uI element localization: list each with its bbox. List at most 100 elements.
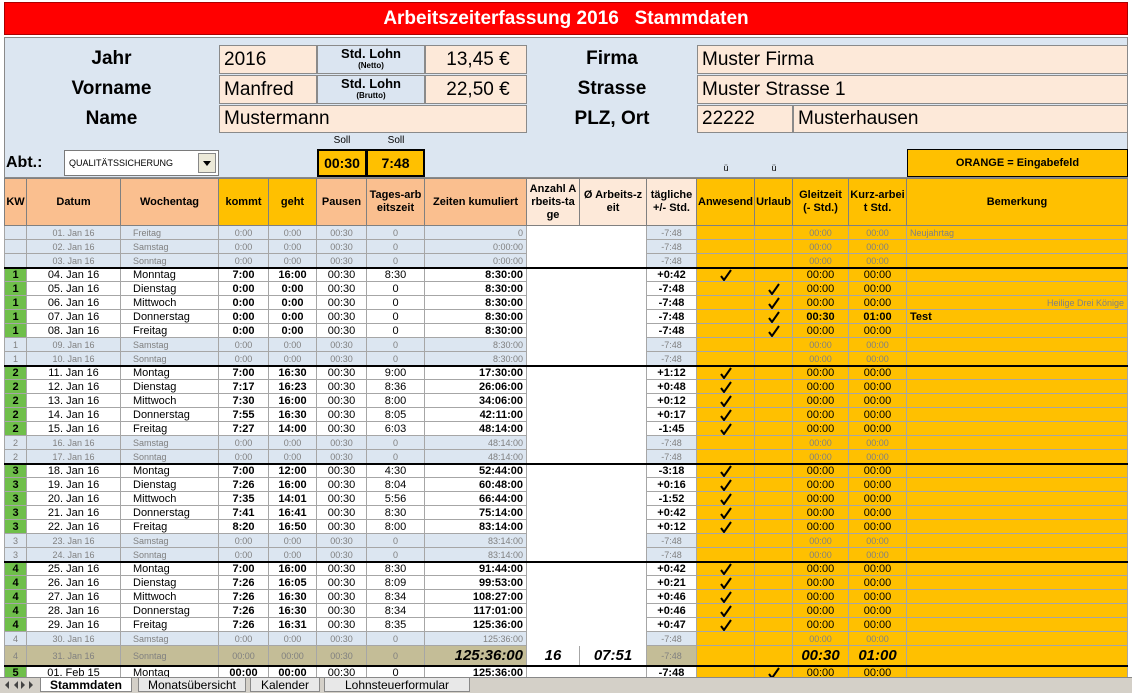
cell[interactable]: 00:00 (793, 240, 849, 254)
cell[interactable] (697, 268, 755, 282)
cell[interactable] (907, 268, 1128, 282)
cell[interactable]: 00:00 (793, 352, 849, 366)
cell[interactable] (755, 394, 793, 408)
break-target[interactable]: 00:30 (317, 149, 367, 177)
cell[interactable]: 00:00 (793, 366, 849, 380)
cell[interactable]: 00:00 (793, 562, 849, 576)
year-field[interactable]: 2016 (219, 45, 317, 74)
cell[interactable] (697, 352, 755, 366)
cell[interactable] (697, 310, 755, 324)
cell[interactable] (697, 282, 755, 296)
cell[interactable]: 00:00 (849, 366, 907, 380)
cell[interactable]: 00:00 (849, 534, 907, 548)
street-field[interactable]: Muster Strasse 1 (697, 75, 1128, 104)
cell[interactable]: 00:00 (849, 380, 907, 394)
cell[interactable] (755, 506, 793, 520)
cell[interactable] (755, 576, 793, 590)
cell[interactable] (907, 450, 1128, 464)
cell[interactable] (907, 352, 1128, 366)
cell[interactable]: 00:00 (793, 590, 849, 604)
cell[interactable]: 00:00 (793, 576, 849, 590)
cell[interactable] (755, 296, 793, 310)
cell[interactable] (755, 338, 793, 352)
cell[interactable] (755, 478, 793, 492)
cell[interactable] (907, 548, 1128, 562)
cell[interactable]: 00:00 (849, 464, 907, 478)
cell[interactable] (697, 632, 755, 646)
cell[interactable] (697, 226, 755, 240)
cell[interactable] (907, 324, 1128, 338)
cell[interactable] (755, 240, 793, 254)
cell[interactable]: 00:00 (849, 240, 907, 254)
cell[interactable]: 00:00 (849, 282, 907, 296)
cell[interactable]: 00:00 (849, 632, 907, 646)
cell[interactable]: 00:00 (793, 296, 849, 310)
cell[interactable] (697, 366, 755, 380)
cell[interactable]: 00:00 (793, 548, 849, 562)
name-field[interactable]: Mustermann (219, 105, 527, 133)
cell[interactable] (755, 604, 793, 618)
cell[interactable] (907, 576, 1128, 590)
cell[interactable] (697, 240, 755, 254)
company-field[interactable]: Muster Firma (697, 45, 1128, 74)
cell[interactable] (697, 394, 755, 408)
cell[interactable]: 00:00 (793, 666, 849, 680)
cell[interactable] (755, 464, 793, 478)
cell[interactable] (755, 366, 793, 380)
cell[interactable]: 00:00 (793, 506, 849, 520)
cell[interactable]: 00:00 (849, 296, 907, 310)
cell[interactable] (907, 478, 1128, 492)
nav-arrows[interactable] (2, 679, 36, 691)
cell[interactable]: 00:00 (849, 408, 907, 422)
cell[interactable] (755, 618, 793, 632)
cell[interactable]: 00:00 (849, 520, 907, 534)
cell[interactable]: 00:00 (793, 604, 849, 618)
cell[interactable] (697, 324, 755, 338)
sheet-tab[interactable]: Lohnsteuerformular (324, 678, 470, 692)
cell[interactable] (755, 520, 793, 534)
cell[interactable] (755, 534, 793, 548)
cell[interactable] (697, 464, 755, 478)
cell[interactable]: 00:00 (793, 422, 849, 436)
cell[interactable] (697, 422, 755, 436)
cell[interactable] (697, 604, 755, 618)
cell[interactable]: 00:00 (793, 338, 849, 352)
cell[interactable] (697, 338, 755, 352)
cell[interactable] (907, 464, 1128, 478)
cell[interactable]: Heilige Drei Könige (907, 296, 1128, 310)
cell[interactable]: 00:00 (849, 618, 907, 632)
cell[interactable]: 00:00 (793, 464, 849, 478)
cell[interactable] (907, 436, 1128, 450)
cell[interactable]: 00:00 (793, 534, 849, 548)
cell[interactable] (907, 394, 1128, 408)
cell[interactable] (755, 226, 793, 240)
sheet-tab[interactable]: Kalender (250, 678, 320, 692)
cell[interactable] (697, 534, 755, 548)
cell[interactable]: 00:00 (849, 254, 907, 268)
cell[interactable] (697, 520, 755, 534)
cell[interactable]: 00:00 (849, 394, 907, 408)
cell[interactable] (755, 562, 793, 576)
cell[interactable]: 00:00 (849, 226, 907, 240)
cell[interactable] (697, 478, 755, 492)
cell[interactable] (755, 352, 793, 366)
cell[interactable] (697, 296, 755, 310)
wage-field[interactable]: 22,50 € (425, 75, 527, 104)
dropdown-arrow[interactable] (198, 153, 216, 173)
cell[interactable]: 00:00 (849, 492, 907, 506)
cell[interactable] (907, 338, 1128, 352)
cell[interactable]: 00:00 (849, 604, 907, 618)
cell[interactable]: 00:00 (793, 226, 849, 240)
cell[interactable] (755, 310, 793, 324)
cell[interactable] (755, 408, 793, 422)
daily-target[interactable]: 7:48 (366, 149, 425, 177)
cell[interactable]: 00:00 (793, 618, 849, 632)
cell[interactable] (907, 506, 1128, 520)
first-name-field[interactable]: Manfred (219, 75, 317, 104)
cell[interactable]: 00:00 (849, 450, 907, 464)
cell[interactable] (697, 492, 755, 506)
cell[interactable]: 00:00 (849, 422, 907, 436)
zip-field[interactable]: 22222 (697, 105, 793, 133)
cell[interactable] (697, 380, 755, 394)
cell[interactable] (907, 240, 1128, 254)
